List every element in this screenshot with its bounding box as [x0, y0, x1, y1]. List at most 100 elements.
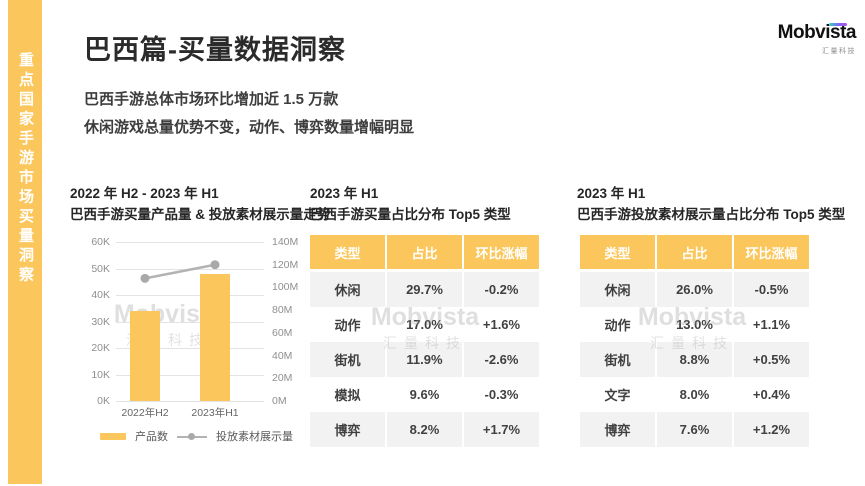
left-axis-tick: 60K — [91, 236, 110, 248]
table-cell: 街机 — [310, 342, 385, 377]
logo-gradient-bar-icon — [829, 23, 847, 26]
table-header-row: 类型 占比 环比涨幅 — [310, 235, 539, 269]
right-axis-tick: 100M — [272, 281, 299, 294]
table2-title-line2: 巴西手游投放素材展示量占比分布 Top5 类型 — [577, 206, 846, 222]
table-row: 动作 17.0% +1.6% — [310, 307, 539, 342]
table-row: 街机 8.8% +0.5% — [580, 342, 809, 377]
table-cell: -0.5% — [734, 272, 809, 307]
chart-title-line1: 2022 年 H2 - 2023 年 H1 — [70, 186, 219, 201]
page-title: 巴西篇-买量数据洞察 — [84, 35, 346, 65]
table-row: 文字 8.0% +0.4% — [580, 377, 809, 412]
table-cell: 动作 — [604, 318, 631, 333]
bar-line-chart: 60K 50K 40K 30K 20K 10K 0K 140M 120M 100M 80M 60M 40… — [70, 232, 302, 447]
sidebar-vertical-text: 重点国家手游市场买量洞察 — [17, 52, 34, 286]
right-axis-tick: 0M — [272, 395, 287, 407]
table-cell: 文字 — [604, 388, 631, 403]
gridline — [116, 242, 264, 243]
right-axis-tick: 140M — [272, 236, 299, 248]
logo-wordmark: Mobvista — [777, 22, 857, 43]
left-axis-tick: 20K — [91, 342, 110, 354]
table1-title-line1: 2023 年 H1 — [310, 186, 379, 201]
subtitle-line-1: 巴西手游总体市场环比增加近 1.5 万款 — [84, 91, 339, 108]
table-cell: 8.0% — [679, 387, 710, 402]
table-cell: 休闲 — [580, 272, 655, 307]
legend-line-swatch-icon — [177, 432, 207, 441]
table-row: 休闲 29.7% -0.2% — [310, 272, 539, 307]
table-buy-volume-share: 类型 占比 环比涨幅 休闲 29.7% -0.2% 动作 17.0% +1.6% 街机 11.9% -… — [310, 235, 539, 447]
table-cell: -0.3% — [484, 387, 519, 402]
table-cell: +1.2% — [734, 412, 809, 447]
table-cell: 8.2% — [387, 412, 462, 447]
table-row: 动作 13.0% +1.1% — [580, 307, 809, 342]
bar-2023年H1 — [200, 273, 230, 401]
table-cell: -2.6% — [464, 342, 539, 377]
legend-label-line: 投放素材展示量 — [216, 431, 293, 443]
table-row: 博弈 7.6% +1.2% — [580, 412, 809, 447]
legend-bar-swatch-icon — [100, 432, 126, 440]
table-row: 模拟 9.6% -0.3% — [310, 377, 539, 412]
table-cell: 博弈 — [310, 412, 385, 447]
chart-panel-title: 2022 年 H2 - 2023 年 H1 巴西手游买量产品量 & 投放素材展示… — [70, 184, 330, 226]
table-cell: 11.9% — [387, 342, 462, 377]
right-axis-tick: 80M — [272, 304, 293, 317]
mobvista-logo: Mobvista 汇量科技 — [776, 22, 857, 56]
gridline — [116, 374, 264, 376]
table2-title-line1: 2023 年 H1 — [577, 186, 646, 201]
table-cell: 17.0% — [406, 317, 443, 332]
left-axis-tick: 0K — [97, 395, 110, 407]
table-cell: 13.0% — [676, 317, 713, 332]
legend-label-bar: 产品数 — [135, 431, 168, 443]
table-cell: 7.6% — [657, 412, 732, 447]
table-cell: 休闲 — [310, 272, 385, 307]
chart-title-line2: 巴西手游买量产品量 & 投放素材展示量走势 — [70, 206, 331, 222]
table-cell: 模拟 — [334, 388, 361, 403]
table-row: 博弈 8.2% +1.7% — [310, 412, 539, 447]
subtitle-line-2: 休闲游戏总量优势不变，动作、博弈数量增幅明显 — [84, 119, 415, 136]
table1-panel-title: 2023 年 H1 巴西手游买量占比分布 Top5 类型 — [310, 184, 511, 226]
table-cell: +1.7% — [464, 412, 539, 447]
table-creative-impressions-share: 类型 占比 环比涨幅 休闲 26.0% -0.5% 动作 13.0% +1.1% 街机 8.8% +0… — [580, 235, 809, 447]
table-row: 休闲 26.0% -0.5% — [580, 272, 809, 307]
sidebar-banner: 重点国家手游市场买量洞察 — [8, 0, 42, 484]
table-cell: +0.4% — [752, 387, 791, 402]
table-header-cell: 占比 — [387, 235, 462, 269]
table-cell: 街机 — [580, 342, 655, 377]
table-cell: 29.7% — [387, 272, 462, 307]
table-header-cell: 类型 — [580, 235, 655, 269]
gridline — [116, 321, 264, 323]
x-axis-label: 2023年H1 — [191, 407, 239, 419]
left-axis-tick: 30K — [91, 315, 110, 328]
table-cell: 动作 — [334, 318, 361, 333]
chart-legend: 产品数 投放素材展示量 — [100, 428, 293, 444]
chart-plot-area — [116, 242, 264, 402]
gridline — [116, 348, 264, 349]
table-row: 街机 11.9% -2.6% — [310, 342, 539, 377]
x-axis-label: 2022年H2 — [121, 407, 169, 419]
bar-2022年H2 — [130, 310, 160, 401]
table-cell: 8.8% — [657, 342, 732, 377]
table-cell: +1.6% — [482, 317, 521, 332]
line-series — [140, 260, 220, 283]
table2-panel-title: 2023 年 H1 巴西手游投放素材展示量占比分布 Top5 类型 — [577, 184, 845, 226]
table1-title-line2: 巴西手游买量占比分布 Top5 类型 — [310, 206, 511, 222]
table-header-cell: 环比涨幅 — [464, 235, 539, 269]
left-axis-tick: 40K — [91, 289, 110, 301]
table-cell: 博弈 — [580, 412, 655, 447]
left-axis-tick: 50K — [91, 262, 110, 275]
table-cell: 26.0% — [657, 272, 732, 307]
right-axis-tick: 40M — [272, 349, 293, 362]
gridline — [116, 295, 264, 296]
right-axis-tick: 120M — [272, 258, 299, 271]
right-axis-tick: 20M — [272, 372, 293, 385]
table-header-cell: 环比涨幅 — [734, 235, 809, 269]
gridline — [116, 401, 264, 402]
table-header-cell: 类型 — [310, 235, 385, 269]
table-header-row: 类型 占比 环比涨幅 — [580, 235, 809, 269]
table-header-cell: 占比 — [657, 235, 732, 269]
right-axis-tick: 60M — [272, 326, 293, 339]
logo-chinese-name: 汇量科技 — [822, 48, 856, 55]
table-cell: +0.5% — [734, 342, 809, 377]
table-cell: +1.1% — [752, 317, 791, 332]
table-cell: -0.2% — [464, 272, 539, 307]
